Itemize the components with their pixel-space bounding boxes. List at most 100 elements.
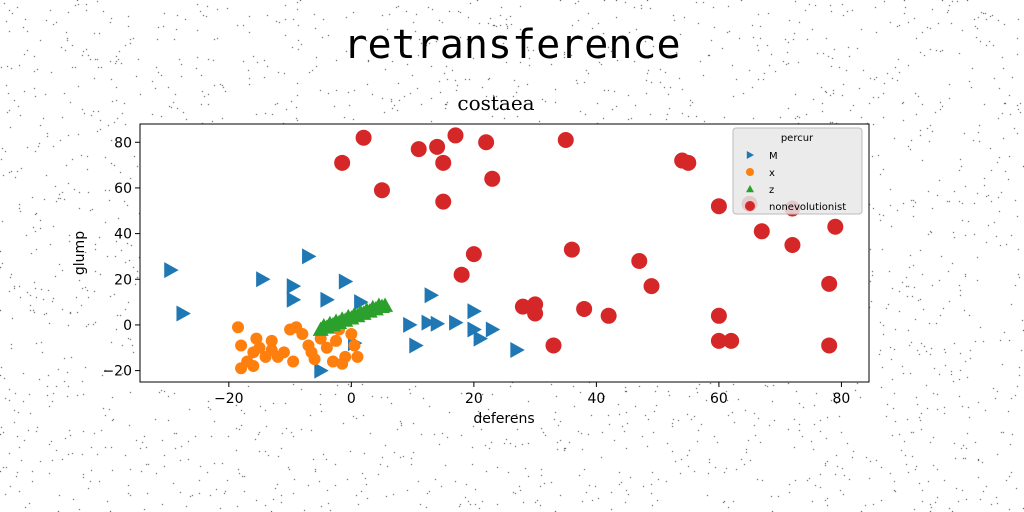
data-point-nonevolutionist bbox=[753, 223, 770, 240]
data-point-x bbox=[265, 334, 278, 347]
axis-ticks: −20 0 20 40 60 80 −20 0 20 40 60 80 bbox=[102, 135, 850, 407]
data-point-M bbox=[256, 271, 271, 288]
legend-marker-z bbox=[746, 185, 754, 193]
data-point-nonevolutionist bbox=[784, 237, 801, 254]
legend-box bbox=[732, 127, 863, 215]
data-point-x bbox=[351, 350, 364, 363]
x-tick-label: −20 bbox=[214, 391, 244, 407]
data-point-nonevolutionist bbox=[557, 131, 574, 148]
legend-label-M: M bbox=[769, 151, 778, 162]
data-point-x bbox=[345, 328, 358, 341]
legend: percur Mxz nonevolutionist bbox=[732, 127, 863, 215]
data-point-x bbox=[247, 346, 260, 359]
data-point-nonevolutionist bbox=[600, 307, 617, 324]
data-point-nonevolutionist bbox=[447, 127, 464, 144]
data-point-M bbox=[354, 294, 369, 311]
data-point-nonevolutionist bbox=[484, 170, 501, 187]
data-point-nonevolutionist bbox=[680, 154, 697, 171]
data-point-nonevolutionist bbox=[334, 154, 351, 171]
x-tick-label: 80 bbox=[833, 391, 851, 407]
data-point-M bbox=[424, 287, 439, 304]
data-point-x bbox=[277, 346, 290, 359]
x-tick-label: 0 bbox=[347, 391, 356, 407]
data-point-x bbox=[287, 355, 300, 368]
x-tick-label: 60 bbox=[710, 391, 728, 407]
data-point-nonevolutionist bbox=[563, 241, 580, 258]
data-point-M bbox=[430, 315, 446, 332]
data-point-M bbox=[467, 303, 482, 320]
data-point-x bbox=[250, 332, 263, 345]
data-point-x bbox=[265, 344, 278, 357]
x-axis-label: deferens bbox=[473, 411, 534, 427]
legend-marker-M bbox=[746, 151, 754, 159]
data-point-nonevolutionist bbox=[710, 332, 727, 349]
y-tick-label: 20 bbox=[114, 272, 132, 288]
data-point-x bbox=[235, 339, 248, 352]
data-point-nonevolutionist bbox=[576, 300, 593, 317]
data-point-x bbox=[320, 341, 333, 354]
data-point-nonevolutionist bbox=[643, 278, 660, 295]
data-point-x bbox=[330, 334, 343, 347]
data-point-nonevolutionist bbox=[478, 134, 495, 151]
data-point-M bbox=[164, 262, 179, 279]
data-point-M bbox=[314, 362, 329, 379]
legend-marker-nonevolutionist bbox=[745, 201, 755, 211]
data-point-nonevolutionist bbox=[465, 246, 482, 263]
y-tick-label: 60 bbox=[114, 181, 132, 197]
legend-label-x: x bbox=[769, 168, 775, 179]
data-point-x bbox=[326, 355, 339, 368]
data-point-M bbox=[320, 291, 335, 308]
legend-label-nonevolutionist: nonevolutionist bbox=[769, 202, 846, 213]
data-point-nonevolutionist bbox=[821, 275, 838, 292]
data-point-nonevolutionist bbox=[527, 305, 544, 322]
data-point-nonevolutionist bbox=[355, 129, 372, 146]
data-point-nonevolutionist bbox=[631, 252, 648, 269]
legend-label-z: z bbox=[769, 185, 774, 196]
data-point-M bbox=[409, 337, 424, 354]
y-axis-label: glump bbox=[72, 231, 88, 275]
data-point-M bbox=[286, 291, 302, 308]
data-point-nonevolutionist bbox=[435, 154, 452, 171]
data-point-nonevolutionist bbox=[453, 266, 470, 283]
data-point-x bbox=[232, 321, 245, 334]
chart-title: costaea bbox=[457, 91, 534, 115]
data-point-x bbox=[336, 357, 349, 370]
data-point-M bbox=[421, 314, 436, 331]
data-point-M bbox=[485, 321, 501, 338]
data-point-nonevolutionist bbox=[410, 141, 427, 158]
data-point-nonevolutionist bbox=[514, 298, 531, 315]
data-point-x bbox=[296, 328, 309, 341]
legend-title: percur bbox=[781, 133, 814, 144]
data-point-M bbox=[338, 273, 354, 290]
data-point-nonevolutionist bbox=[435, 193, 452, 210]
data-point-nonevolutionist bbox=[821, 337, 838, 354]
y-tick-label: 40 bbox=[114, 227, 132, 243]
data-point-nonevolutionist bbox=[373, 182, 390, 199]
y-tick-label: 80 bbox=[114, 135, 132, 151]
data-marks bbox=[164, 127, 844, 379]
data-point-nonevolutionist bbox=[723, 332, 740, 349]
data-point-nonevolutionist bbox=[429, 138, 446, 155]
y-tick-label: −20 bbox=[102, 364, 132, 380]
x-tick-label: 40 bbox=[587, 391, 605, 407]
data-point-M bbox=[302, 248, 317, 265]
data-point-nonevolutionist bbox=[710, 198, 727, 215]
data-point-nonevolutionist bbox=[827, 218, 844, 235]
data-point-nonevolutionist bbox=[545, 337, 562, 354]
data-point-x bbox=[241, 355, 254, 368]
data-point-M bbox=[286, 278, 302, 295]
data-point-z bbox=[370, 297, 387, 312]
data-point-M bbox=[510, 342, 525, 359]
data-point-x bbox=[308, 353, 321, 366]
data-point-M bbox=[176, 305, 191, 322]
data-point-M bbox=[467, 321, 482, 338]
data-point-M bbox=[403, 316, 418, 333]
data-point-x bbox=[348, 339, 361, 352]
data-point-M bbox=[473, 330, 488, 347]
x-tick-label: 20 bbox=[465, 391, 483, 407]
page-title: retransference bbox=[343, 22, 681, 68]
legend-marker-x bbox=[746, 168, 754, 176]
data-point-M bbox=[449, 314, 464, 331]
data-point-nonevolutionist bbox=[710, 307, 727, 324]
